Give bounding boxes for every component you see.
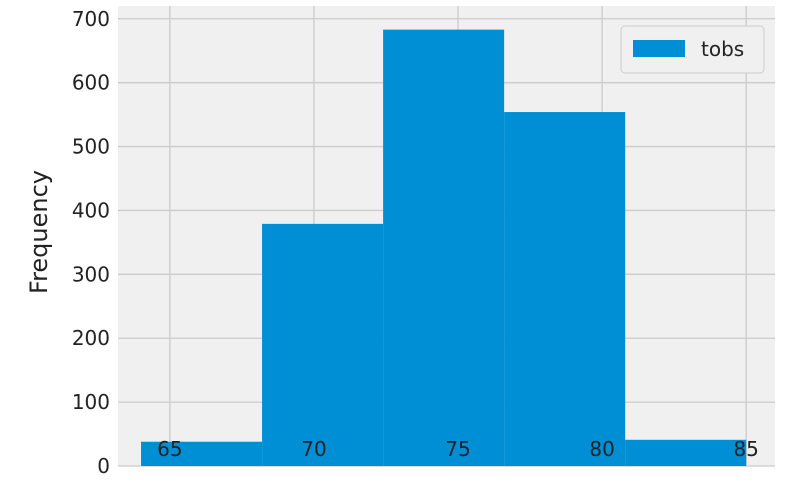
- y-tick-label: 500: [72, 135, 110, 159]
- histogram-bar: [262, 223, 384, 466]
- x-tick-label: 70: [301, 437, 326, 461]
- y-tick-label: 100: [72, 390, 110, 414]
- legend-label: tobs: [701, 37, 744, 61]
- y-tick-label: 0: [97, 454, 110, 478]
- histogram-bar: [504, 112, 626, 467]
- x-tick-label: 80: [589, 437, 614, 461]
- histogram-bar: [141, 441, 263, 466]
- y-tick-label: 200: [72, 326, 110, 350]
- y-tick-label: 300: [72, 262, 110, 286]
- y-tick-label: 600: [72, 71, 110, 95]
- y-tick-labels: 0 100 200 300 400 500 600 700: [72, 7, 110, 478]
- x-tick-label: 65: [157, 437, 182, 461]
- legend-box: [620, 25, 765, 74]
- x-tick-label: 75: [445, 437, 470, 461]
- legend: tobs: [620, 25, 765, 74]
- histogram-bars: [141, 29, 747, 467]
- histogram-bar: [625, 439, 747, 466]
- y-tick-label: 700: [72, 7, 110, 31]
- x-tick-labels: 65 70 75 80 85: [157, 437, 759, 461]
- legend-swatch: [633, 40, 685, 57]
- histogram-bar: [383, 29, 505, 467]
- y-axis-label: Frequency: [25, 170, 53, 294]
- x-tick-label: 85: [733, 437, 758, 461]
- y-tick-label: 400: [72, 198, 110, 222]
